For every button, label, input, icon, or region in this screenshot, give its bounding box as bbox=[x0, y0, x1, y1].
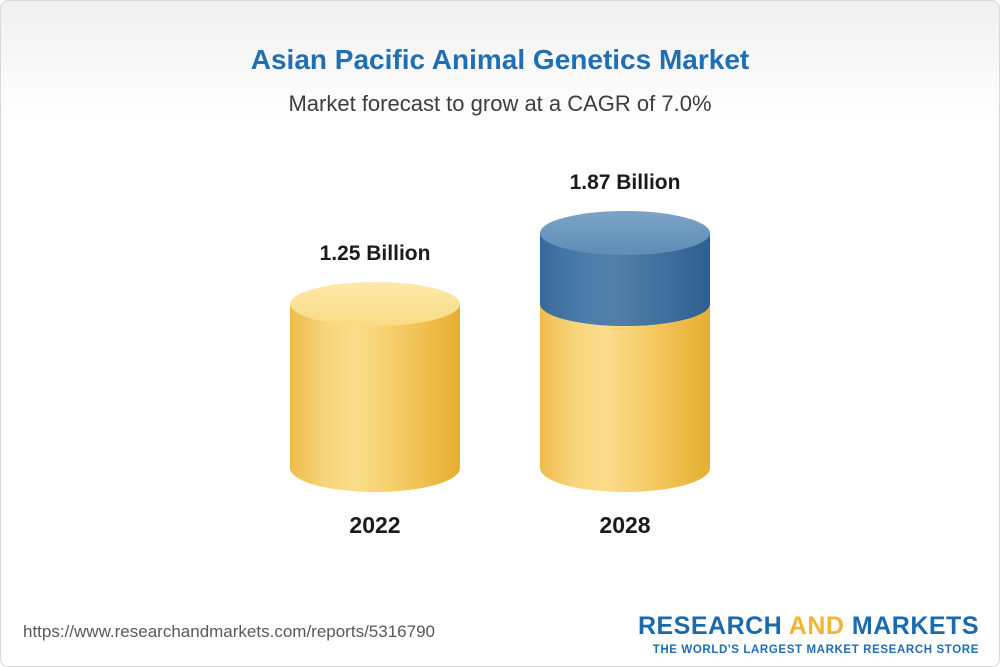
bar-group-2028: 1.87 Billion 2028 bbox=[540, 171, 710, 537]
logo-wordmark: RESEARCH AND MARKETS bbox=[638, 613, 979, 639]
value-label-2028: 1.87 Billion bbox=[569, 171, 681, 194]
chart-title: Asian Pacific Animal Genetics Market bbox=[250, 44, 750, 75]
logo-word-markets: MARKETS bbox=[851, 612, 979, 640]
cylinder-2028-top-ellipse bbox=[540, 211, 710, 255]
chart-subtitle: Market forecast to grow at a CAGR of 7.0… bbox=[288, 91, 712, 116]
chart-header: Asian Pacific Animal Genetics Market Mar… bbox=[1, 1, 999, 117]
report-url: https://www.researchandmarkets.com/repor… bbox=[23, 622, 435, 641]
bar-chart: 1.25 Billion 2022 1.87 Billion 2028 bbox=[1, 171, 999, 537]
logo-word-research: RESEARCH bbox=[637, 612, 783, 640]
category-label-2028: 2028 bbox=[599, 511, 651, 538]
value-label-2022: 1.25 Billion bbox=[319, 242, 431, 265]
category-label-2022: 2022 bbox=[349, 511, 401, 538]
footer: https://www.researchandmarkets.com/repor… bbox=[1, 613, 999, 666]
cylinder-2028 bbox=[540, 211, 710, 492]
bar-group-2022: 1.25 Billion 2022 bbox=[290, 242, 460, 537]
cylinder-2022-top-ellipse bbox=[290, 282, 460, 326]
research-and-markets-logo: RESEARCH AND MARKETS THE WORLD'S LARGEST… bbox=[638, 613, 979, 656]
bar-2-yellow-body bbox=[540, 304, 710, 492]
cylinder-2022 bbox=[290, 282, 460, 492]
bar-1-body bbox=[290, 304, 460, 492]
logo-word-and: AND bbox=[788, 612, 845, 640]
logo-tagline: THE WORLD'S LARGEST MARKET RESEARCH STOR… bbox=[652, 644, 979, 656]
